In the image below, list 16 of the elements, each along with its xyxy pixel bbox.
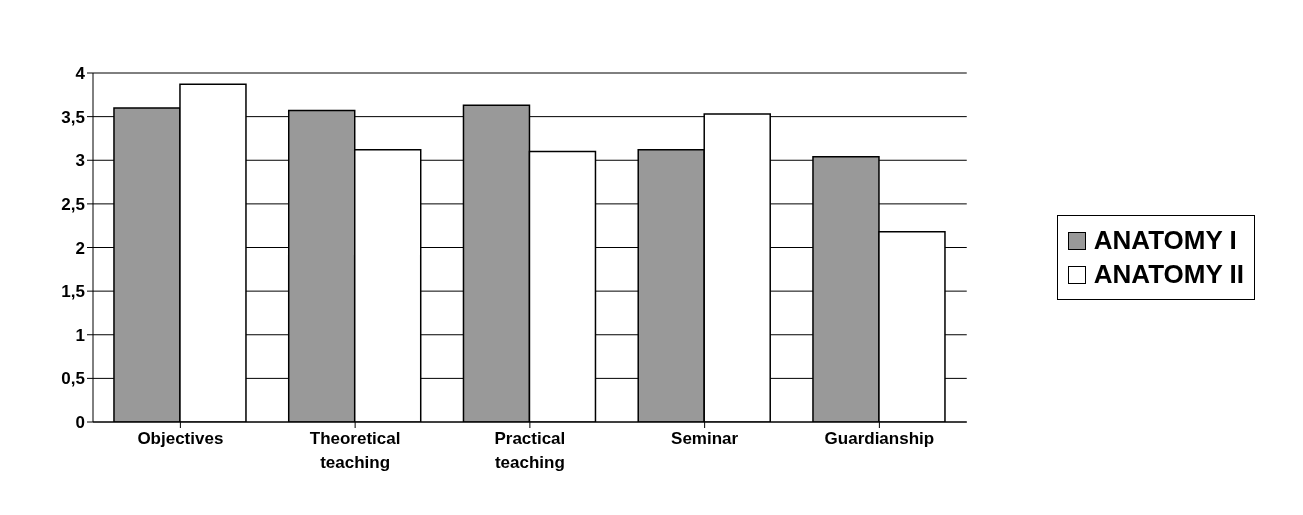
y-tick-label: 3 [75, 151, 85, 171]
y-tick-label: 0,5 [61, 369, 85, 389]
y-tick-label: 0 [75, 413, 85, 433]
y-tick-label: 3,5 [61, 107, 85, 127]
x-tick-label: Guardianship [824, 429, 935, 448]
x-tick-label: Seminar [671, 429, 739, 448]
y-tick-label: 1,5 [61, 282, 85, 302]
y-tick-label: 4 [75, 64, 86, 84]
x-tick-label: Objectives [137, 429, 224, 448]
x-tick-label: Theoretical teaching [309, 429, 401, 472]
x-tick-label: Practical teaching [494, 429, 566, 472]
y-tick-label: 2,5 [61, 194, 85, 214]
legend-label: ANATOMY II [1093, 259, 1244, 290]
legend-label: ANATOMY I [1093, 225, 1237, 256]
y-tick-label: 1 [75, 325, 85, 345]
y-tick-label: 2 [75, 238, 85, 258]
